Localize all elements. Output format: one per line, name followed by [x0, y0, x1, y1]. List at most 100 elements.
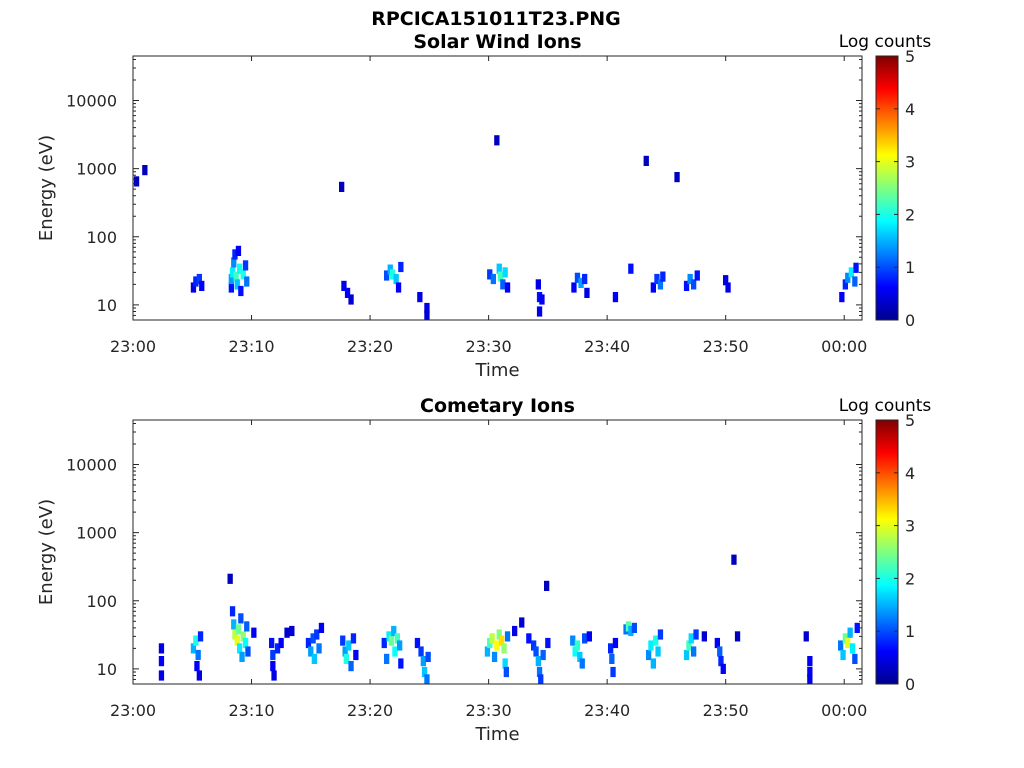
heatmap-cell [190, 282, 197, 293]
heatmap-cell [578, 277, 584, 288]
heatmap-cell [723, 275, 729, 286]
colorbar-tick-label: 4 [905, 100, 915, 119]
heatmap-cell [579, 658, 585, 669]
heatmap-cell [232, 249, 238, 260]
heatmap-cell [398, 261, 404, 273]
heatmap-cell [539, 294, 545, 305]
heatmap-cell [526, 633, 532, 644]
heatmap-cell [687, 273, 693, 285]
heatmap-cell [353, 649, 359, 661]
colorbar [875, 55, 899, 321]
heatmap-cell [244, 621, 250, 632]
plot-frame [132, 419, 863, 685]
heatmap-cell [512, 625, 518, 637]
heatmap-cell [609, 653, 615, 664]
heatmap-cell [586, 631, 592, 642]
heatmap-cell [504, 282, 511, 293]
colorbar-tick-label: 1 [905, 622, 915, 641]
x-tick-label: 23:50 [703, 701, 749, 720]
heatmap-cell [853, 262, 859, 273]
heatmap-cell [714, 637, 720, 649]
heatmap-cell [691, 646, 697, 657]
y-tick-label: 100 [86, 228, 117, 247]
heatmap-cell [228, 282, 234, 293]
heatmap-cell [271, 670, 277, 681]
heatmap-cell [725, 282, 731, 293]
heatmap-cell [231, 257, 237, 268]
heatmap-cell [158, 643, 165, 654]
x-tick-label: 23:40 [584, 701, 630, 720]
heatmap-cell [142, 165, 148, 176]
colorbar-tick-label: 5 [905, 411, 915, 430]
heatmap-cell [269, 637, 275, 649]
heatmap-cell [389, 269, 396, 280]
heatmap-cell [683, 649, 690, 661]
heatmap-cell [854, 622, 860, 633]
y-tick-label: 10000 [66, 456, 117, 475]
heatmap-cell [499, 635, 505, 646]
heatmap-cell [133, 176, 140, 187]
heatmap-cell [683, 280, 690, 291]
x-axis-label: Time [474, 724, 519, 745]
heatmap-cell [348, 294, 354, 305]
panel-title: Cometary Ions [420, 395, 575, 417]
heatmap-cell [582, 273, 588, 285]
heatmap-cell [227, 573, 233, 584]
heatmap-cell [519, 617, 525, 628]
heatmap-cell [502, 267, 508, 278]
heatmap-cell [193, 276, 199, 287]
colorbar-label: Log counts [839, 396, 932, 416]
heatmap-cell [628, 263, 634, 274]
heatmap-cell [388, 635, 394, 646]
heatmap-cell [494, 640, 500, 651]
heatmap-cell [496, 629, 502, 640]
heatmap-cell [231, 619, 237, 630]
heatmap-cell [398, 658, 404, 669]
heatmap-cell [536, 306, 543, 317]
heatmap-cell [194, 661, 200, 672]
heatmap-cell [610, 666, 616, 678]
heatmap-cell [688, 633, 694, 644]
x-tick-label: 23:40 [584, 337, 630, 356]
x-tick-label: 23:10 [228, 701, 274, 720]
heatmap-cell [229, 606, 236, 617]
heatmap-cell [235, 245, 242, 256]
heatmap-cell [501, 643, 507, 654]
y-tick-label: 10 [97, 660, 117, 679]
heatmap-cell [278, 637, 284, 649]
heatmap-cell [847, 627, 853, 638]
x-tick-label: 23:30 [466, 701, 512, 720]
heatmap-cell [717, 646, 723, 657]
heatmap-cell [845, 272, 851, 283]
heatmap-cell [240, 631, 246, 642]
y-axis-label: Energy (eV) [36, 135, 57, 241]
y-tick-label: 10000 [66, 92, 117, 111]
heatmap-cell [538, 674, 544, 685]
heatmap-cell [311, 653, 317, 664]
heatmap-cell [384, 270, 390, 281]
heatmap-cell [234, 279, 240, 290]
heatmap-cell [251, 627, 257, 638]
heatmap-cell [657, 279, 664, 290]
heatmap-cell [612, 292, 619, 303]
heatmap-cell [731, 554, 737, 565]
heatmap-cell [199, 280, 205, 291]
heatmap-cell [235, 624, 242, 635]
heatmap-cell [487, 269, 493, 280]
heatmap-cell [395, 282, 402, 293]
heatmap-cell [346, 640, 352, 651]
heatmap-cell [239, 651, 245, 662]
heatmap-cell [686, 640, 692, 651]
heatmap-cell [425, 651, 431, 662]
heatmap-cell [340, 635, 346, 646]
heatmap-cell [196, 273, 202, 285]
heatmap-cell [392, 646, 398, 657]
y-tick-label: 100 [86, 592, 117, 611]
x-tick-label: 23:50 [703, 337, 749, 356]
heatmap-cell [270, 649, 276, 661]
y-tick-label: 1000 [76, 160, 117, 179]
heatmap-cell [242, 637, 249, 649]
heatmap-cell [242, 260, 249, 271]
heatmap-cell [504, 631, 511, 642]
